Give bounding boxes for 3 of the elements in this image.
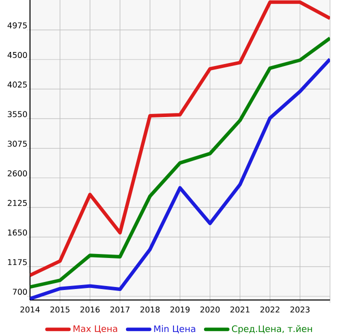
legend-label: Min Цена — [154, 325, 196, 334]
legend-label: Max Цена — [74, 325, 118, 334]
legend-label: Сред.Цена, т.йен — [232, 325, 312, 334]
